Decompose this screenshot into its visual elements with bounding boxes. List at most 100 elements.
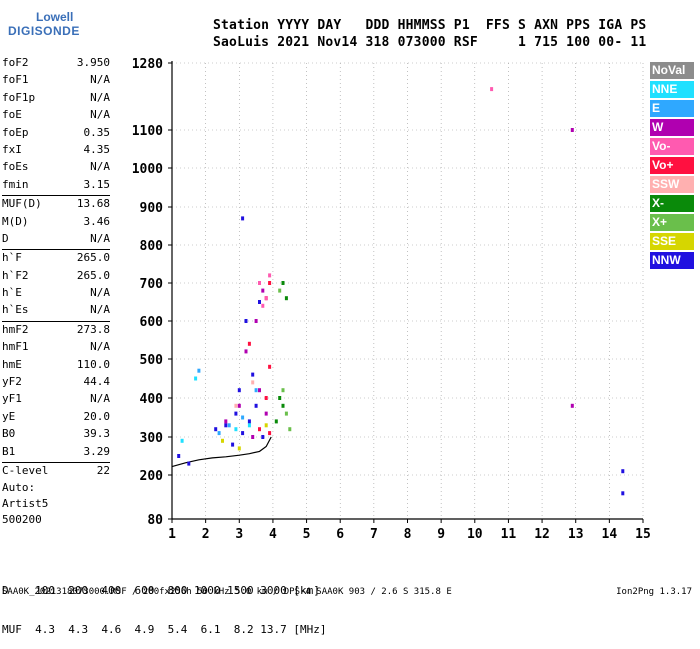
parameter-name: M(D) <box>2 214 29 228</box>
parameter-row: h`F 265.0 <box>2 251 110 268</box>
parameter-separator <box>2 320 110 322</box>
parameter-value: N/A <box>90 73 110 87</box>
parameter-row: fmin 3.15 <box>2 178 110 195</box>
x-tick-label: 13 <box>568 527 584 542</box>
parameter-name: fmin <box>2 177 29 191</box>
parameter-value: N/A <box>90 286 110 300</box>
echo-point <box>258 388 261 393</box>
echo-point <box>251 435 255 439</box>
echo-point <box>251 372 255 377</box>
x-tick-label: 7 <box>370 527 378 542</box>
parameter-name: foEp <box>2 125 29 139</box>
parameter-name: foF2 <box>2 56 29 69</box>
echo-point <box>187 461 191 466</box>
distance-muf-table: D 100 200 400 600 800 1000 1500 3000 [km… <box>2 558 327 649</box>
parameter-value: 3.950 <box>76 56 110 69</box>
parameter-row: h`F2 265.0 <box>2 269 110 286</box>
parameter-row: foF1p N/A <box>2 91 110 108</box>
echo-point <box>254 403 258 408</box>
echo-point <box>264 396 268 400</box>
legend-item-noval: NoVal <box>650 62 694 79</box>
logo-lowell-text: Lowell <box>36 10 74 24</box>
parameter-row: B0 39.3 <box>2 427 110 444</box>
echo-point <box>177 454 181 458</box>
echo-point <box>264 423 268 428</box>
parameter-value: N/A <box>90 90 110 104</box>
x-tick-label: 10 <box>467 527 483 542</box>
echo-point <box>621 469 625 474</box>
series-vo- <box>258 87 494 308</box>
parameter-value: 0.35 <box>83 125 111 139</box>
parameter-separator <box>2 195 110 197</box>
series-nne <box>180 376 251 443</box>
echo-point <box>274 419 278 424</box>
series-e <box>197 368 258 436</box>
parameter-name: D <box>2 231 9 245</box>
parameter-value: 110.0 <box>76 357 110 371</box>
footer-version: Ion2Png 1.3.17 <box>616 587 692 597</box>
echo-point <box>570 128 574 132</box>
series-ssw <box>234 380 255 408</box>
echo-point <box>268 281 272 285</box>
y-tick-label: 300 <box>140 431 164 446</box>
series-w <box>224 128 574 439</box>
parameter-value: 20.0 <box>83 409 111 423</box>
parameter-separator <box>2 249 110 251</box>
auto-label: Auto: <box>2 481 36 494</box>
series-nnw <box>177 216 625 496</box>
parameter-value: N/A <box>90 108 110 122</box>
echo-point <box>227 423 231 428</box>
x-tick-label: 4 <box>269 527 277 542</box>
echo-point <box>258 300 261 304</box>
parameter-value: 3.46 <box>83 214 111 228</box>
legend-item-x-: X+ <box>650 214 694 231</box>
parameter-name: yF2 <box>2 375 22 389</box>
echo-point <box>247 419 251 424</box>
y-tick-label: 800 <box>140 239 164 254</box>
parameter-value: 44.4 <box>83 375 111 389</box>
parameter-row: hmE 110.0 <box>2 358 110 375</box>
x-tick-label: 5 <box>303 527 311 542</box>
echo-point <box>237 446 241 451</box>
echo-point <box>288 427 292 432</box>
footer-info: SAA0K_2021318073000.RSF / 280fx256h 50 k… <box>2 587 452 597</box>
y-tick-label: 600 <box>140 315 164 330</box>
trace-curve <box>171 436 272 468</box>
parameter-value: 3.15 <box>83 177 111 191</box>
x-tick-label: 6 <box>336 527 344 542</box>
echo-point <box>241 216 245 221</box>
header-line-1: Station YYYY DAY DDD HHMMSS P1 FFS S AXN… <box>213 18 647 33</box>
echo-point <box>258 281 261 285</box>
x-tick-label: 11 <box>501 527 517 542</box>
x-tick-label: 2 <box>202 527 210 542</box>
parameter-row: M(D) 3.46 <box>2 215 110 232</box>
legend-item-vo-: Vo- <box>650 138 694 155</box>
parameter-row: hmF2 273.8 <box>2 323 110 340</box>
echo-point <box>241 415 245 420</box>
parameter-name: hmF1 <box>2 340 29 354</box>
echo-point <box>570 403 574 408</box>
parameter-name: B1 <box>2 444 16 458</box>
parameter-value: 3.29 <box>83 444 111 458</box>
parameter-name: h`F2 <box>2 268 29 282</box>
echo-point <box>180 438 184 443</box>
parameter-value: 265.0 <box>76 251 110 265</box>
parameter-row: yE 20.0 <box>2 410 110 427</box>
echo-point <box>217 431 221 436</box>
parameter-value: N/A <box>90 392 110 406</box>
parameter-name: foE <box>2 108 22 122</box>
y-tick-label: 1280 <box>132 57 163 72</box>
legend-item-ssw: SSW <box>650 176 694 193</box>
parameter-row: foE N/A <box>2 108 110 125</box>
echo-point <box>234 403 238 408</box>
echo-point <box>264 296 268 301</box>
legend-item-e: E <box>650 100 694 117</box>
echo-point <box>268 273 272 278</box>
ionogram-chart: 1 2 3 4 5 6 7 8 9 10 11 12 13 14 158020030040050060070… <box>132 57 651 542</box>
echo-point <box>261 288 265 293</box>
parameter-row: MUF(D) 13.68 <box>2 197 110 214</box>
parameter-value: N/A <box>90 160 110 174</box>
echo-point <box>284 411 288 416</box>
y-tick-label: 1100 <box>132 124 163 139</box>
x-tick-label: 8 <box>404 527 412 542</box>
